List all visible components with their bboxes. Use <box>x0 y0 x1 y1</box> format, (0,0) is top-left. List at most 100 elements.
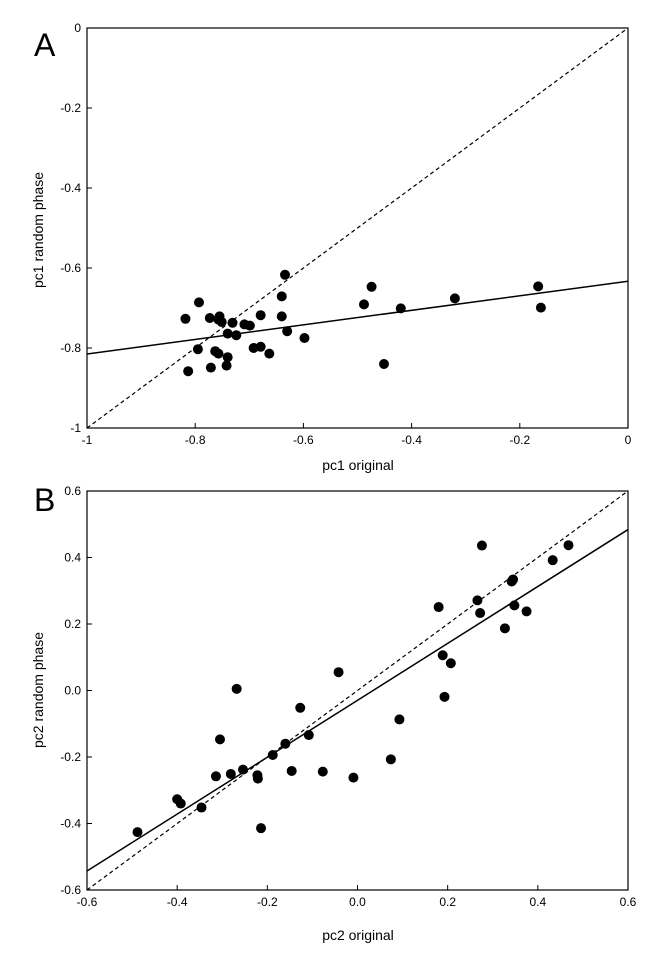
panel-b-data-point <box>196 802 207 813</box>
panel-a-letter: A <box>34 27 56 63</box>
panel-b-data-point <box>385 754 396 765</box>
panel-a-y-tick-label: -0.2 <box>60 101 81 115</box>
panel-b-y-tick-label: -0.2 <box>60 750 81 764</box>
panel-b-data-point <box>214 734 225 745</box>
panel-a-data-point <box>264 348 275 359</box>
panel-b-y-axis-title: pc2 random phase <box>30 632 46 748</box>
panel-b-y-tick-label: 0.0 <box>64 684 81 698</box>
panel-a-data-point <box>180 313 191 324</box>
panel-b-data-point <box>476 540 487 551</box>
panel-b-data-point <box>267 750 278 761</box>
panel-b-data-point <box>547 555 558 566</box>
panel-b-data-point <box>508 574 519 585</box>
panel-a-data-point <box>276 311 287 322</box>
panel-a-y-tick-label: 0 <box>74 21 81 35</box>
panel-a-data-point <box>222 352 233 363</box>
panel-a-data-point <box>366 281 377 292</box>
panel-b-data-point <box>472 595 483 606</box>
panel-b-x-tick-label: -0.4 <box>167 895 188 909</box>
panel-a-data-point <box>216 317 227 327</box>
panel-b-data-point <box>175 798 186 809</box>
panel-b-identity-line <box>87 491 628 890</box>
panel-b-data-point <box>280 738 291 749</box>
panel-a-data-point <box>299 333 310 343</box>
panel-a-data-point <box>183 366 194 377</box>
panel-a-x-tick-label: -1 <box>82 433 93 447</box>
panel-b-data-point <box>433 602 444 613</box>
panel-a-data-point <box>255 310 266 321</box>
panel-b-y-tick-label: 0.2 <box>64 617 81 631</box>
panel-b-data-point <box>225 768 236 779</box>
panel-a-x-tick-label: -0.6 <box>293 433 314 447</box>
panel-b-x-axis-title: pc2 original <box>322 927 394 943</box>
panel-b-y-tick-label: 0.6 <box>64 484 81 498</box>
panel-a-data-point <box>244 320 255 331</box>
panel-a-y-tick-label: -0.8 <box>60 341 81 355</box>
panel-b-data-point <box>132 827 143 838</box>
panel-b-data-point <box>394 714 405 725</box>
panel-a-data-point <box>379 359 390 369</box>
panel-a-data-point <box>227 317 238 328</box>
panel-a-regression-line <box>87 280 628 355</box>
panel-a-data-point <box>358 299 369 310</box>
panel-b-letter: B <box>34 482 55 518</box>
panel-a-y-tick-label: -0.4 <box>60 181 81 195</box>
panel-a-data-point <box>222 328 233 339</box>
panel-a-x-axis-title: pc1 original <box>322 457 394 473</box>
panel-a-x-tick-label: 0 <box>625 433 632 447</box>
panel-a-data-point <box>221 360 232 371</box>
panel-b-data-point <box>439 691 450 702</box>
panel-a-data-point <box>280 269 291 280</box>
panel-b-data-point <box>210 771 221 782</box>
panel-a-x-tick-label: -0.4 <box>401 433 422 447</box>
panel-b-data-point <box>303 730 314 741</box>
panel-a-data-point <box>282 326 293 337</box>
panel-b-data-point <box>348 772 359 783</box>
panel-b-x-tick-label: 0.4 <box>529 895 546 909</box>
panel-a-y-axis-title: pc1 random phase <box>30 172 46 288</box>
panel-b-y-tick-label: -0.6 <box>60 883 81 897</box>
panel-b-data-point <box>437 650 448 661</box>
panel-a-plot-frame <box>86 27 629 429</box>
panel-b-data-point <box>317 766 328 777</box>
panel-b-regression-line <box>87 528 628 872</box>
panel-a-x-tick-label: -0.8 <box>185 433 206 447</box>
panel-a-data-point <box>204 313 215 323</box>
panel-a-data-point <box>395 303 406 314</box>
panel-b-scatter-plot: B pc2 original pc2 random phase -0.6 -0.4… <box>30 482 637 943</box>
panel-b-data-point <box>509 600 520 611</box>
panel-b-y-tick-label: -0.4 <box>60 817 81 831</box>
panel-a-data-point <box>535 302 546 313</box>
panel-a-y-tick-label: -0.6 <box>60 261 81 275</box>
panel-a-y-tick-label: -1 <box>70 421 81 435</box>
panel-a-data-point <box>205 362 216 373</box>
panel-b-data-point <box>252 773 263 784</box>
panel-a-data-point <box>255 341 266 352</box>
panel-b-x-tick-label: 0.0 <box>349 895 366 909</box>
panel-b-data-point <box>256 823 267 834</box>
panel-b-x-tick-label: 0.6 <box>620 895 637 909</box>
panel-b-y-tick-label: 0.4 <box>64 551 81 565</box>
panel-a-identity-line <box>87 28 628 428</box>
panel-a-scatter-plot: A pc1 original pc1 random phase -1 -0.8 -0… <box>30 21 632 473</box>
panel-a-data-point <box>449 293 460 304</box>
panel-b-data-point <box>445 658 456 669</box>
panel-a-data-point <box>213 348 224 359</box>
panel-a-data-point <box>276 291 287 302</box>
panel-b-data-point <box>333 667 344 678</box>
panel-b-x-tick-label: -0.2 <box>257 895 278 909</box>
panel-b-data-point <box>237 764 248 775</box>
panel-a-data-point <box>193 297 204 308</box>
panel-a-x-tick-label: -0.2 <box>509 433 530 447</box>
panel-b-data-point <box>231 683 242 694</box>
panel-b-data-point <box>521 606 532 617</box>
panel-b-data-point <box>295 702 306 713</box>
panel-b-x-tick-label: 0.2 <box>439 895 456 909</box>
panel-b-data-point <box>499 623 510 634</box>
panel-a-data-point <box>533 281 544 292</box>
panel-b-x-tick-label: -0.6 <box>77 895 98 909</box>
panel-b-data-point <box>563 540 574 551</box>
panel-b-data-point <box>286 765 297 776</box>
panel-a-data-point <box>231 330 242 341</box>
